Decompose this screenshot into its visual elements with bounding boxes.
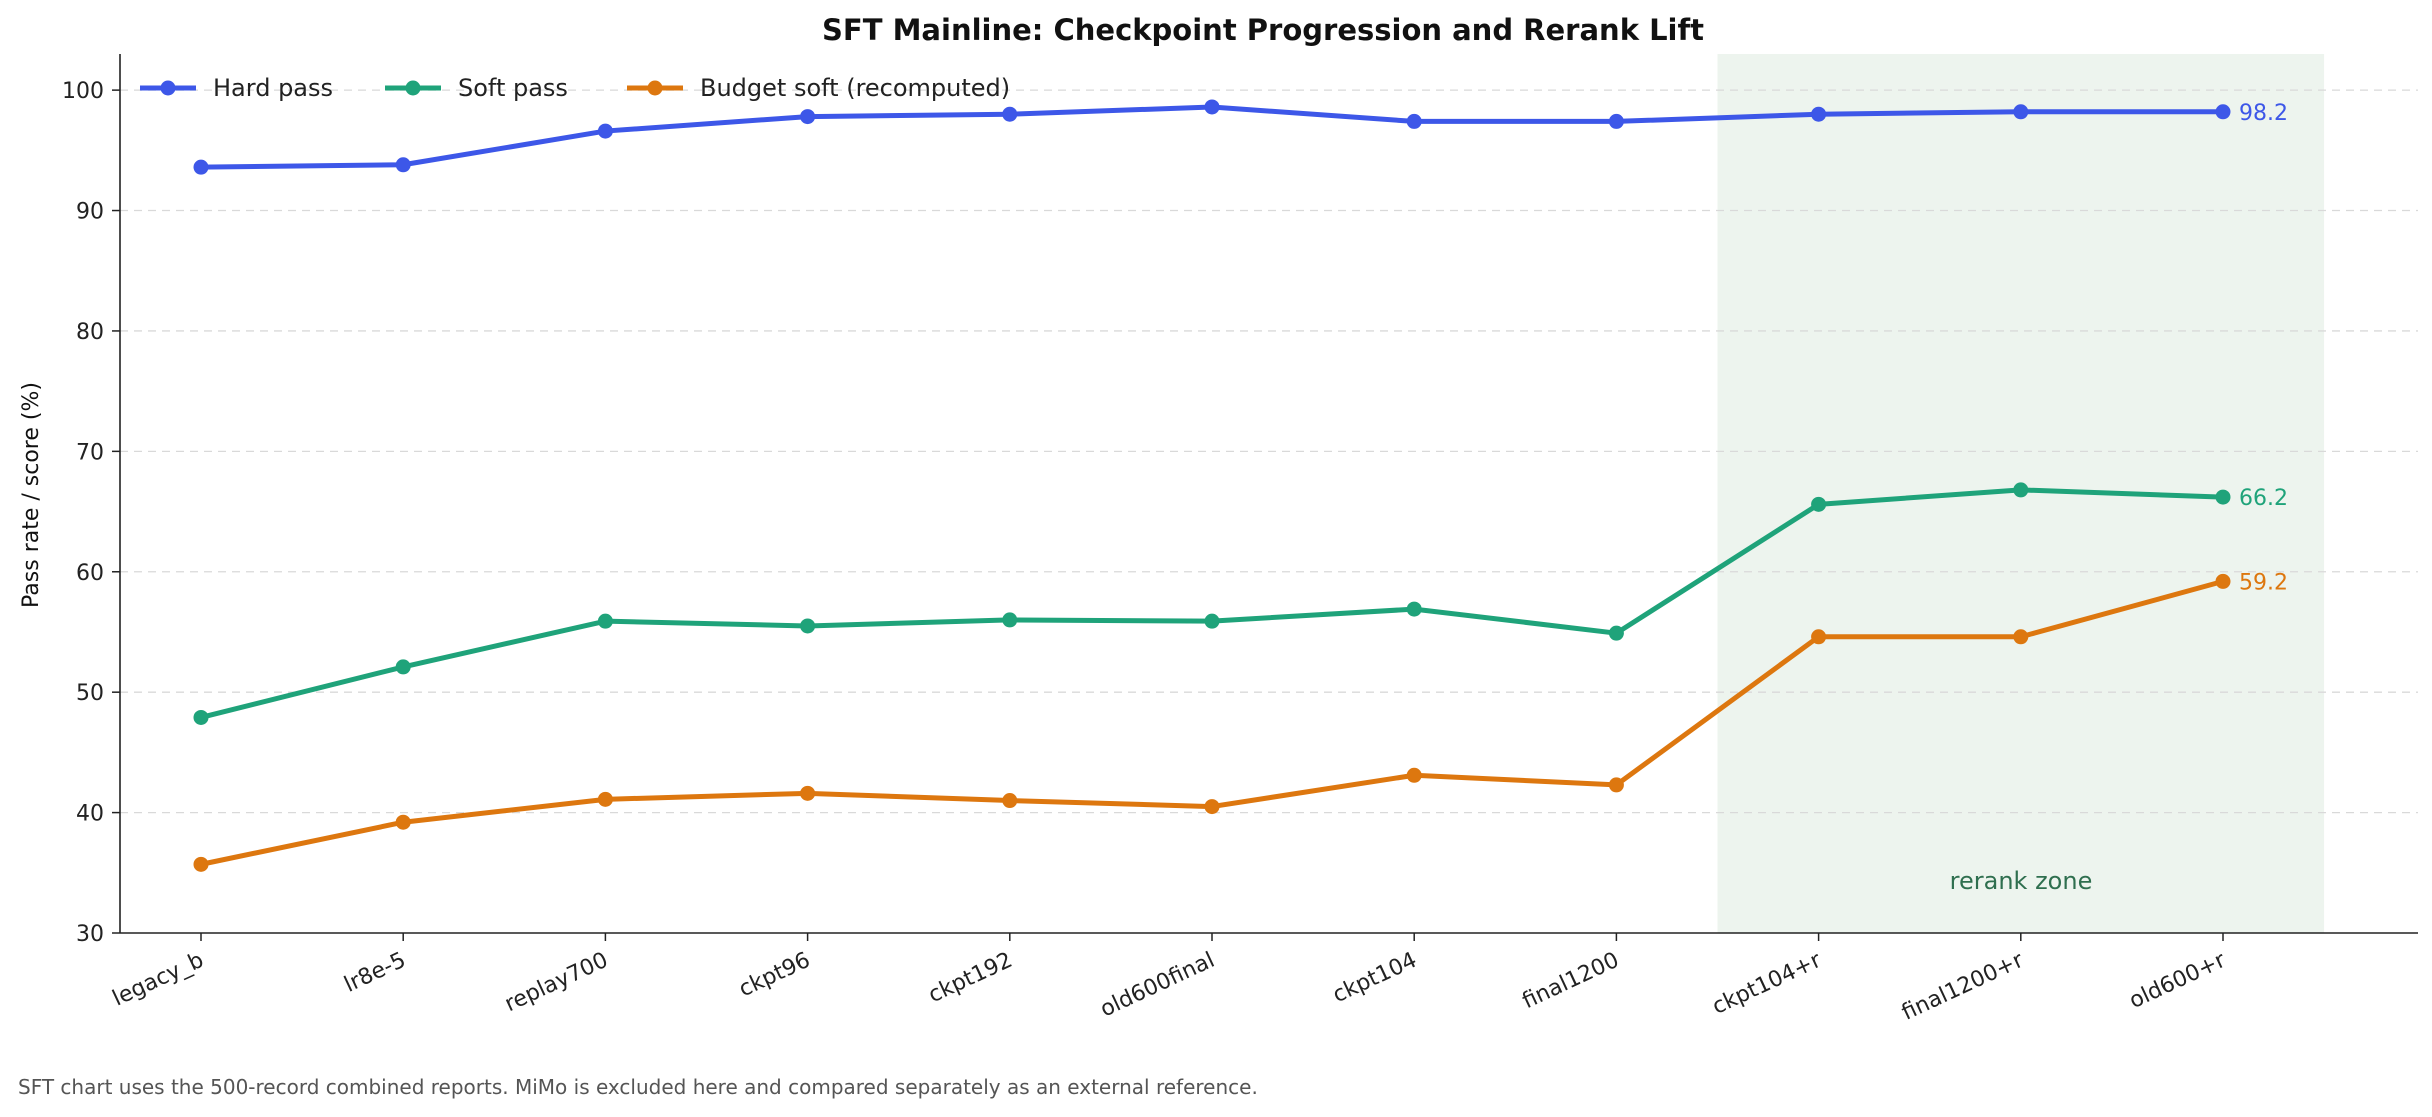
data-point bbox=[1002, 106, 1018, 122]
data-point bbox=[597, 123, 613, 139]
data-point bbox=[800, 109, 816, 125]
footnote: SFT chart uses the 500-record combined r… bbox=[18, 1075, 1258, 1099]
data-point bbox=[1608, 625, 1624, 641]
end-value-label: 66.2 bbox=[2239, 486, 2288, 511]
legend-item: Soft pass bbox=[385, 74, 568, 102]
data-point bbox=[2215, 104, 2231, 120]
x-axis-ticks: legacy_b lr8e-5 replay700 ckpt96 ckpt192 old6… bbox=[109, 933, 2231, 1026]
legend-item: Hard pass bbox=[140, 74, 333, 102]
end-value-label: 59.2 bbox=[2239, 570, 2288, 595]
legend-swatch-marker bbox=[647, 80, 663, 96]
data-point bbox=[1204, 99, 1220, 115]
data-point bbox=[1406, 113, 1422, 129]
x-tick-label: ckpt104 bbox=[1329, 948, 1421, 1008]
x-tick-label: final1200+r bbox=[1898, 947, 2028, 1025]
data-point bbox=[800, 785, 816, 801]
data-point bbox=[1204, 613, 1220, 629]
series-budget-soft-recomputed: 59.2 bbox=[193, 570, 2288, 872]
y-tick-label: 40 bbox=[76, 802, 104, 827]
data-point bbox=[395, 814, 411, 830]
x-tick-label: final1200 bbox=[1519, 948, 1623, 1014]
series-soft-pass: 66.2 bbox=[193, 482, 2288, 725]
data-point bbox=[193, 159, 209, 175]
data-point bbox=[1811, 496, 1827, 512]
data-point bbox=[1608, 777, 1624, 793]
axes bbox=[119, 54, 2418, 934]
data-point bbox=[2013, 104, 2029, 120]
y-axis-ticks: 30 40 50 60 70 80 90 100 bbox=[62, 79, 120, 947]
legend: Hard pass Soft pass Budget soft (recompute… bbox=[140, 74, 1010, 102]
data-point bbox=[1002, 612, 1018, 628]
chart-title: SFT Mainline: Checkpoint Progression and… bbox=[822, 13, 1704, 47]
x-tick-label: ckpt104+r bbox=[1709, 947, 1826, 1019]
end-value-label: 98.2 bbox=[2239, 101, 2288, 126]
legend-swatch-marker bbox=[160, 80, 176, 96]
y-tick-label: 80 bbox=[76, 320, 104, 345]
data-point bbox=[1406, 767, 1422, 783]
series-hard-pass: 98.2 bbox=[193, 99, 2288, 175]
data-point bbox=[395, 157, 411, 173]
data-point bbox=[2215, 489, 2231, 505]
legend-label: Budget soft (recomputed) bbox=[700, 74, 1010, 102]
rerank-zone-label: rerank zone bbox=[1950, 867, 2093, 895]
data-point bbox=[1811, 629, 1827, 645]
data-point bbox=[2215, 573, 2231, 589]
x-tick-label: legacy_b bbox=[109, 948, 208, 1012]
y-tick-label: 100 bbox=[62, 79, 104, 104]
legend-label: Hard pass bbox=[213, 74, 333, 102]
data-point bbox=[193, 709, 209, 725]
legend-item: Budget soft (recomputed) bbox=[627, 74, 1010, 102]
data-point bbox=[597, 613, 613, 629]
x-tick-label: old600final bbox=[1097, 948, 1219, 1023]
data-point bbox=[193, 856, 209, 872]
y-tick-label: 90 bbox=[76, 200, 104, 225]
data-point bbox=[1608, 113, 1624, 129]
data-point bbox=[2013, 482, 2029, 498]
legend-swatch-marker bbox=[405, 80, 421, 96]
y-tick-label: 30 bbox=[76, 922, 104, 947]
data-point bbox=[1406, 601, 1422, 617]
series-layer: 98.2 66.2 59.2 bbox=[193, 99, 2288, 872]
x-tick-label: ckpt192 bbox=[925, 948, 1017, 1008]
x-tick-label: old600+r bbox=[2126, 947, 2231, 1014]
data-point bbox=[597, 791, 613, 807]
data-point bbox=[1002, 793, 1018, 809]
y-tick-label: 60 bbox=[76, 561, 104, 586]
data-point bbox=[800, 618, 816, 634]
y-tick-label: 50 bbox=[76, 681, 104, 706]
data-point bbox=[395, 659, 411, 675]
data-point bbox=[1811, 106, 1827, 122]
x-tick-label: ckpt96 bbox=[735, 948, 814, 1003]
data-point bbox=[2013, 629, 2029, 645]
x-tick-label: replay700 bbox=[501, 948, 612, 1017]
x-tick-label: lr8e-5 bbox=[341, 948, 410, 998]
legend-label: Soft pass bbox=[458, 74, 568, 102]
y-axis-label: Pass rate / score (%) bbox=[19, 382, 44, 608]
y-tick-label: 70 bbox=[76, 440, 104, 465]
data-point bbox=[1204, 799, 1220, 815]
